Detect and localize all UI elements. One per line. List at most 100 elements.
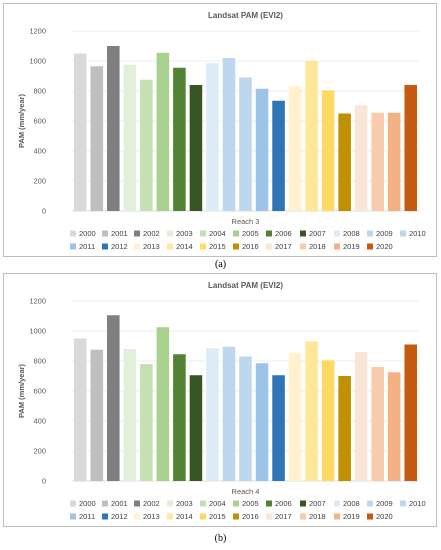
bar-a-2015: [321, 90, 335, 211]
bar-a-2017: [354, 105, 368, 211]
legend-swatch-a-2014: [167, 243, 173, 250]
legend-label-b-2012: 2012: [111, 512, 128, 521]
y-tick-label-b: 400: [33, 417, 46, 426]
legend-label-b-2019: 2019: [343, 512, 360, 521]
legend-label-a-2009: 2009: [376, 229, 393, 238]
bar-b-2014: [305, 341, 318, 481]
chart-title-a: Landsat PAM (EVI2): [208, 11, 283, 20]
legend-swatch-a-2019: [334, 243, 340, 250]
y-tick-label-b: 1000: [29, 327, 46, 336]
legend-swatch-b-2004: [200, 500, 206, 507]
legend-swatch-a-2002: [134, 230, 140, 237]
y-tick-label-b: 800: [33, 357, 46, 366]
y-axis-label-a: PAM (mm/year): [17, 93, 26, 148]
legend-label-b-2016: 2016: [242, 512, 259, 521]
legend-swatch-b-2015: [200, 513, 206, 520]
legend-swatch-a-2005: [233, 230, 239, 237]
legend-label-a-2005: 2005: [242, 229, 259, 238]
bar-a-2016: [338, 113, 351, 211]
bar-b-2018: [371, 367, 384, 481]
y-tick-label-b: 200: [33, 447, 46, 456]
bar-b-2006: [173, 354, 186, 481]
x-category-label-a: Reach 3: [232, 217, 260, 226]
legend-swatch-a-2015: [200, 243, 206, 250]
legend-label-a-2006: 2006: [275, 229, 292, 238]
bar-b-2007: [189, 375, 203, 481]
bar-b-2020: [404, 344, 418, 481]
legend-swatch-b-2002: [134, 500, 140, 507]
bar-a-2011: [255, 88, 269, 211]
legend-swatch-a-2004: [200, 230, 206, 237]
legend-label-b-2009: 2009: [376, 499, 393, 508]
legend-label-b-2003: 2003: [176, 499, 193, 508]
y-axis-label-b: PAM (mm/year): [17, 363, 26, 418]
bar-b-2000: [73, 338, 87, 481]
chart-a: Landsat PAM (EVI2) 0 200 400 600 800 1000 1200 P…: [17, 11, 426, 251]
legend-swatch-b-2018: [300, 513, 306, 520]
legend-label-a-2011: 2011: [79, 242, 95, 251]
legend-swatch-a-2012: [102, 243, 108, 250]
legend-label-a-2004: 2004: [209, 229, 226, 238]
legend-swatch-b-2001: [102, 500, 108, 507]
x-category-label-b: Reach 4: [232, 487, 260, 496]
legend-label-a-2019: 2019: [343, 242, 360, 251]
legend-label-a-2002: 2002: [143, 229, 160, 238]
bar-b-2010: [239, 356, 252, 481]
legend-label-b-2000: 2000: [79, 499, 96, 508]
legend-swatch-a-2009: [367, 230, 373, 237]
legend-label-a-2010: 2010: [409, 229, 426, 238]
chart-title-b: Landsat PAM (EVI2): [208, 281, 283, 290]
legend-label-a-2000: 2000: [79, 229, 96, 238]
bar-a-2005: [156, 52, 170, 211]
legend-label-a-2003: 2003: [176, 229, 193, 238]
legend-label-a-2007: 2007: [309, 229, 326, 238]
legend-swatch-a-2016: [233, 243, 239, 250]
legend-swatch-a-2017: [266, 243, 272, 250]
bar-a-2019: [387, 112, 401, 211]
legend-swatch-b-2000: [70, 500, 76, 507]
bar-a-2009: [222, 58, 236, 211]
y-tick-label-b: 600: [33, 387, 46, 396]
legend-label-b-2017: 2017: [275, 512, 292, 521]
chart-panel-b: Landsat PAM (EVI2) 0 200 400 600 800 1000 1200 P…: [3, 273, 437, 527]
legend-label-b-2006: 2006: [275, 499, 292, 508]
bar-a-2018: [371, 112, 384, 211]
bar-a-2004: [140, 79, 153, 211]
legend-label-b-2002: 2002: [143, 499, 160, 508]
legend-label-a-2014: 2014: [176, 242, 193, 251]
legend-label-b-2014: 2014: [176, 512, 193, 521]
legend-label-a-2016: 2016: [242, 242, 259, 251]
bar-b-2001: [90, 349, 104, 481]
legend-label-b-2004: 2004: [209, 499, 226, 508]
y-tick-label-b: 1200: [29, 297, 46, 306]
legend-swatch-b-2010: [400, 500, 406, 507]
bar-a-2014: [305, 61, 318, 211]
legend-swatch-a-2013: [134, 243, 140, 250]
chart-panel-a: Landsat PAM (EVI2) 0 200 400 600 800 1000 1200 P…: [3, 3, 437, 257]
bar-b-2002: [107, 315, 120, 481]
legend-swatch-a-2020: [367, 243, 373, 250]
legend-label-b-2008: 2008: [343, 499, 360, 508]
legend-label-b-2013: 2013: [143, 512, 160, 521]
legend-label-a-2012: 2012: [111, 242, 128, 251]
bar-a-2020: [404, 85, 418, 211]
figure-caption-b: (b): [214, 533, 227, 544]
y-tick-label-b: 0: [42, 477, 46, 486]
legend-label-b-2020: 2020: [376, 512, 393, 521]
legend-swatch-a-2010: [400, 230, 406, 237]
bar-b-2004: [140, 364, 153, 481]
legend-swatch-b-2014: [167, 513, 173, 520]
legend-swatch-b-2006: [266, 500, 272, 507]
legend-swatch-b-2020: [367, 513, 373, 520]
y-tick-label-a: 200: [33, 177, 46, 186]
legend-label-a-2001: 2001: [111, 229, 128, 238]
bar-b-2005: [156, 327, 170, 481]
legend-swatch-b-2005: [233, 500, 239, 507]
legend-swatch-a-2003: [167, 230, 173, 237]
chart-b: Landsat PAM (EVI2) 0 200 400 600 800 1000 1200 P…: [17, 281, 426, 521]
legend-swatch-b-2019: [334, 513, 340, 520]
legend-label-b-2011: 2011: [79, 512, 95, 521]
bar-b-2013: [288, 352, 302, 481]
legend-swatch-b-2003: [167, 500, 173, 507]
legend-label-a-2015: 2015: [209, 242, 226, 251]
